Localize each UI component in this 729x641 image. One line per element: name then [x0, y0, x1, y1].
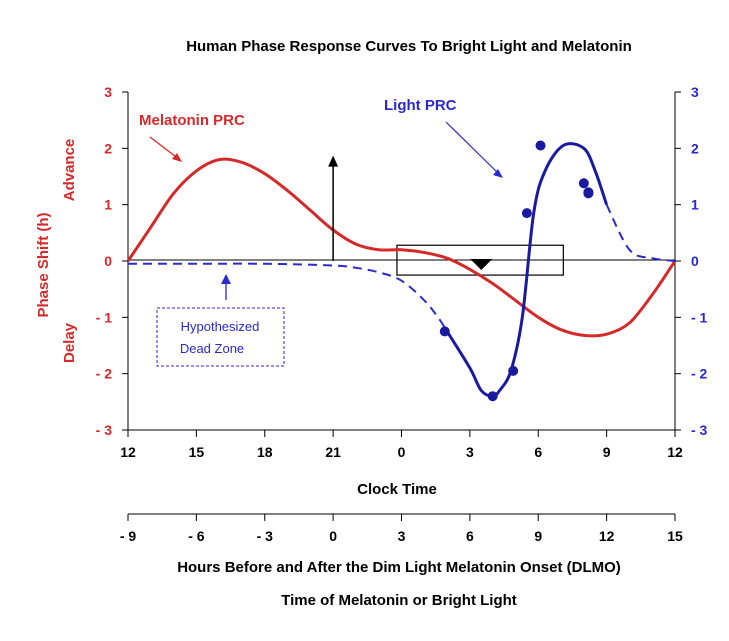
y-tick-label-right: 3 [691, 84, 699, 100]
x2-tick-label: - 6 [188, 528, 205, 544]
x-axis-title: Clock Time [357, 481, 437, 498]
x-ticks-dlmo: - 9 - 6 - 3 0 3 6 9 12 15 [120, 514, 683, 544]
series-line-melatonin [126, 157, 677, 338]
light-data-point [521, 208, 532, 219]
y-tick-label-right: - 1 [691, 309, 708, 325]
light-data-points [439, 140, 594, 402]
light-data-point [583, 187, 594, 198]
light-label-pointer [445, 121, 501, 176]
dead-zone-arrowhead [221, 274, 231, 284]
x-tick-label: 15 [189, 444, 205, 460]
y-ticks-right: 3 2 1 0 - 1 - 2 - 3 [675, 84, 708, 438]
melatonin-prc-label: Melatonin PRC [139, 112, 245, 129]
series-line-light-dashed [127, 262, 448, 332]
y-tick-label-right: - 3 [691, 422, 708, 438]
x2-tick-label: 0 [329, 528, 337, 544]
x-tick-label: 18 [257, 444, 273, 460]
y-tick-label-left: - 2 [96, 366, 113, 382]
light-prc-label: Light PRC [384, 97, 457, 114]
series-layer [126, 142, 677, 398]
x2-tick-label: 3 [398, 528, 406, 544]
y-tick-label-right: 2 [691, 140, 699, 156]
light-data-point [535, 140, 546, 151]
dead-zone-box [156, 307, 285, 367]
light-label-arrowhead [493, 169, 503, 178]
y-tick-label-left: - 1 [96, 309, 113, 325]
y-tick-label-left: 0 [104, 253, 112, 269]
y-advance-label: Advance [61, 139, 78, 202]
x2-tick-label: 12 [599, 528, 615, 544]
y-tick-label-left: 3 [104, 84, 112, 100]
y-tick-label-left: 1 [104, 197, 112, 213]
x2-tick-label: - 3 [257, 528, 274, 544]
y-axis-title: Phase Shift (h) [35, 212, 52, 317]
y-delay-label: Delay [61, 322, 78, 363]
light-data-point [487, 391, 498, 402]
x2-tick-label: 9 [534, 528, 542, 544]
x-tick-label: 6 [534, 444, 542, 460]
x2-tick-label: 6 [466, 528, 474, 544]
light-data-point [439, 326, 450, 337]
x-tick-label: 12 [120, 444, 136, 460]
y-tick-label-right: 1 [691, 197, 699, 213]
y-tick-label-left: 2 [104, 140, 112, 156]
x2-axis-title: Hours Before and After the Dim Light Mel… [177, 559, 621, 576]
x-tick-label: 21 [325, 444, 341, 460]
dead-zone-label-line1: Hypothesized [181, 319, 260, 334]
x-tick-label: 3 [466, 444, 474, 460]
x2-tick-label: - 9 [120, 528, 137, 544]
x-tick-label: 0 [398, 444, 406, 460]
chart-title: Human Phase Response Curves To Bright Li… [186, 38, 632, 55]
y-ticks-left: 3 2 1 0 - 1 - 2 - 3 [96, 84, 128, 438]
melatonin-label-arrowhead [172, 153, 182, 162]
light-data-point [508, 365, 519, 376]
dead-zone-label-line2: Dead Zone [180, 341, 244, 356]
x-ticks-clock: 12 15 18 21 0 3 6 9 12 [120, 430, 683, 460]
series-line-light-dashed [605, 204, 676, 262]
x-tick-label: 12 [667, 444, 683, 460]
dlmo-arrowhead [328, 155, 339, 167]
series-line-light [445, 142, 609, 398]
y-tick-label-right: - 2 [691, 366, 708, 382]
core-temp-minimum-marker [470, 259, 493, 270]
x-tick-label: 9 [603, 444, 611, 460]
x3-axis-title: Time of Melatonin or Bright Light [281, 592, 517, 609]
light-data-point [578, 178, 589, 189]
y-tick-label-right: 0 [691, 253, 699, 269]
y-tick-label-left: - 3 [96, 422, 113, 438]
x2-tick-label: 15 [667, 528, 683, 544]
